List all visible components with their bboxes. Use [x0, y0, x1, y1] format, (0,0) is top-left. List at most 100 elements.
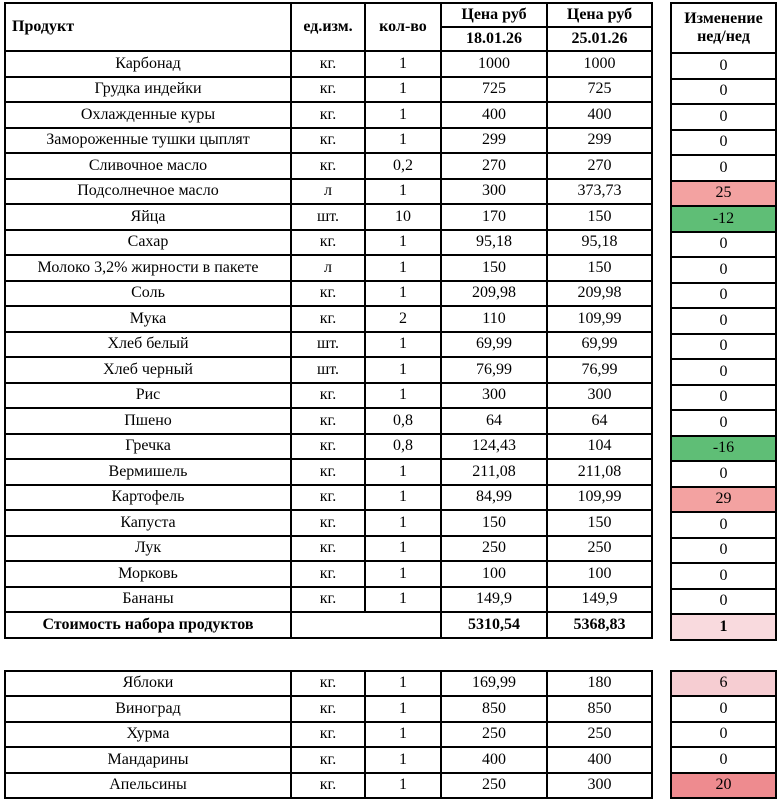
cell-price-week2[interactable]: 109,99: [546, 483, 653, 511]
cell-unit[interactable]: кг.: [290, 126, 366, 154]
cell-qty[interactable]: 10: [364, 203, 442, 231]
cell-change-wow[interactable]: 0: [670, 103, 777, 131]
cell-change-wow[interactable]: 0: [670, 511, 777, 539]
cell-change-wow[interactable]: 0: [670, 409, 777, 437]
cell-price-week2[interactable]: 180: [546, 669, 653, 697]
cell-change-wow[interactable]: -12: [670, 205, 777, 233]
cell-product[interactable]: Подсолнечное масло: [4, 177, 292, 205]
cell-product[interactable]: Морковь: [4, 560, 292, 588]
cell-change-wow[interactable]: 0: [670, 230, 777, 258]
cell-change-wow[interactable]: 0: [670, 587, 777, 615]
cell-change-wow[interactable]: 0: [670, 52, 777, 80]
cell-price-week1[interactable]: 250: [440, 720, 548, 748]
cell-change-wow[interactable]: 0: [670, 77, 777, 105]
cell-qty[interactable]: 1: [364, 330, 442, 358]
cell-qty[interactable]: 0,8: [364, 407, 442, 435]
cell-price-week1[interactable]: 400: [440, 101, 548, 129]
cell-price-week1[interactable]: 124,43: [440, 432, 548, 460]
cell-product[interactable]: Хурма: [4, 720, 292, 748]
cell-product[interactable]: Картофель: [4, 483, 292, 511]
cell-change-wow[interactable]: 20: [670, 771, 777, 799]
cell-price-week2[interactable]: 211,08: [546, 458, 653, 486]
cell-product[interactable]: Вермишель: [4, 458, 292, 486]
cell-unit[interactable]: кг.: [290, 152, 366, 180]
cell-unit[interactable]: кг.: [290, 669, 366, 697]
cell-change-wow[interactable]: 6: [670, 669, 777, 697]
cell-totals-change[interactable]: 1: [670, 613, 777, 641]
cell-product[interactable]: Охлажденные куры: [4, 101, 292, 129]
cell-qty[interactable]: 0,8: [364, 432, 442, 460]
cell-qty[interactable]: 1: [364, 279, 442, 307]
cell-price-week1[interactable]: 84,99: [440, 483, 548, 511]
cell-price-week1[interactable]: 250: [440, 771, 548, 799]
cell-price-week2[interactable]: 95,18: [546, 228, 653, 256]
header-qty[interactable]: кол-во: [364, 2, 442, 52]
cell-unit[interactable]: кг.: [290, 101, 366, 129]
cell-change-wow[interactable]: 0: [670, 383, 777, 411]
cell-price-week2[interactable]: 250: [546, 534, 653, 562]
cell-price-week1[interactable]: 1000: [440, 50, 548, 78]
cell-price-week2[interactable]: 149,9: [546, 585, 653, 613]
cell-price-week1[interactable]: 110: [440, 305, 548, 333]
cell-qty[interactable]: 1: [364, 254, 442, 282]
cell-price-week2[interactable]: 104: [546, 432, 653, 460]
cell-product[interactable]: Яйца: [4, 203, 292, 231]
cell-product[interactable]: Хлеб черный: [4, 356, 292, 384]
cell-product[interactable]: Бананы: [4, 585, 292, 613]
cell-qty[interactable]: 1: [364, 560, 442, 588]
cell-change-wow[interactable]: 0: [670, 332, 777, 360]
cell-unit[interactable]: кг.: [290, 695, 366, 723]
cell-unit[interactable]: кг.: [290, 560, 366, 588]
header-unit[interactable]: ед.изм.: [290, 2, 366, 52]
cell-price-week2[interactable]: 150: [546, 254, 653, 282]
header-product[interactable]: Продукт: [4, 2, 292, 52]
cell-change-wow[interactable]: 0: [670, 720, 777, 748]
cell-qty[interactable]: 1: [364, 746, 442, 774]
cell-price-week1[interactable]: 69,99: [440, 330, 548, 358]
cell-product[interactable]: Грудка индейки: [4, 75, 292, 103]
cell-product[interactable]: Пшено: [4, 407, 292, 435]
cell-price-week1[interactable]: 270: [440, 152, 548, 180]
cell-change-wow[interactable]: 25: [670, 179, 777, 207]
cell-price-week2[interactable]: 400: [546, 746, 653, 774]
cell-unit[interactable]: кг.: [290, 534, 366, 562]
cell-qty[interactable]: 1: [364, 356, 442, 384]
cell-price-week2[interactable]: 69,99: [546, 330, 653, 358]
cell-unit[interactable]: кг.: [290, 432, 366, 460]
cell-product[interactable]: Карбонад: [4, 50, 292, 78]
cell-qty[interactable]: 1: [364, 509, 442, 537]
cell-change-wow[interactable]: -16: [670, 434, 777, 462]
cell-unit[interactable]: шт.: [290, 330, 366, 358]
cell-product[interactable]: Виноград: [4, 695, 292, 723]
cell-price-week1[interactable]: 150: [440, 254, 548, 282]
header-price1-title[interactable]: Цена руб: [440, 2, 548, 28]
cell-unit[interactable]: кг.: [290, 305, 366, 333]
cell-price-week2[interactable]: 270: [546, 152, 653, 180]
cell-qty[interactable]: 1: [364, 101, 442, 129]
cell-price-week2[interactable]: 209,98: [546, 279, 653, 307]
cell-qty[interactable]: 1: [364, 228, 442, 256]
cell-qty[interactable]: 1: [364, 695, 442, 723]
cell-price-week2[interactable]: 850: [546, 695, 653, 723]
cell-unit[interactable]: кг.: [290, 483, 366, 511]
cell-price-week2[interactable]: 64: [546, 407, 653, 435]
cell-price-week1[interactable]: 850: [440, 695, 548, 723]
cell-unit[interactable]: кг.: [290, 381, 366, 409]
cell-change-wow[interactable]: 0: [670, 536, 777, 564]
cell-price-week1[interactable]: 150: [440, 509, 548, 537]
cell-price-week1[interactable]: 211,08: [440, 458, 548, 486]
cell-price-week1[interactable]: 149,9: [440, 585, 548, 613]
header-price2-date[interactable]: 25.01.26: [546, 26, 653, 52]
cell-qty[interactable]: 1: [364, 669, 442, 697]
cell-qty[interactable]: 1: [364, 585, 442, 613]
cell-change-wow[interactable]: 0: [670, 281, 777, 309]
cell-price-week2[interactable]: 299: [546, 126, 653, 154]
cell-qty[interactable]: 1: [364, 458, 442, 486]
header-change[interactable]: Изменение нед/нед: [670, 2, 777, 54]
cell-change-wow[interactable]: 29: [670, 485, 777, 513]
cell-totals-week1[interactable]: 5310,54: [440, 611, 548, 639]
cell-qty[interactable]: 1: [364, 75, 442, 103]
cell-price-week1[interactable]: 300: [440, 381, 548, 409]
cell-product[interactable]: Мандарины: [4, 746, 292, 774]
cell-unit[interactable]: кг.: [290, 75, 366, 103]
